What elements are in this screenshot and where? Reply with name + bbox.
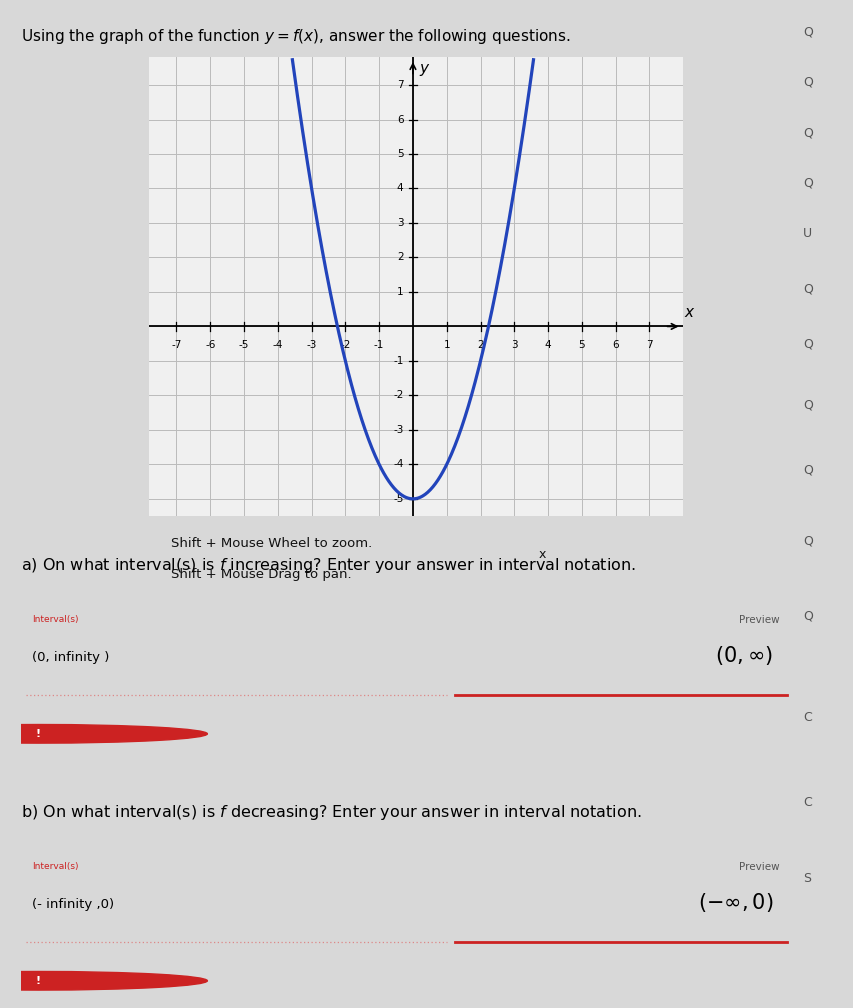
Text: Q: Q [802, 398, 812, 411]
Text: 2: 2 [397, 252, 403, 262]
Text: 6: 6 [397, 115, 403, 125]
Text: Preview: Preview [739, 615, 779, 625]
Text: 4: 4 [544, 340, 551, 350]
Text: 3: 3 [510, 340, 517, 350]
Text: U: U [802, 227, 811, 240]
Text: b) On what interval(s) is $f$ decreasing? Enter your answer in interval notation: b) On what interval(s) is $f$ decreasing… [21, 803, 641, 823]
Text: 5: 5 [397, 149, 403, 159]
Text: Q: Q [802, 464, 812, 477]
Text: Q: Q [802, 176, 812, 190]
Text: -1: -1 [374, 340, 384, 350]
Text: -7: -7 [171, 340, 182, 350]
Circle shape [0, 725, 207, 743]
Text: C: C [802, 796, 810, 809]
Text: -2: -2 [392, 390, 403, 400]
Text: Interval(s): Interval(s) [32, 615, 78, 624]
Text: 4: 4 [397, 183, 403, 194]
Text: -3: -3 [392, 425, 403, 434]
Text: Q: Q [802, 126, 812, 139]
Text: -2: -2 [339, 340, 351, 350]
Text: y: y [419, 60, 427, 76]
Text: -5: -5 [239, 340, 249, 350]
Text: (- infinity ,0): (- infinity ,0) [32, 898, 114, 911]
Text: -6: -6 [205, 340, 215, 350]
Text: 6: 6 [612, 340, 618, 350]
Text: C: C [802, 711, 810, 724]
Text: 5: 5 [577, 340, 584, 350]
Text: x: x [538, 548, 546, 560]
Text: Not quite.: Not quite. [60, 727, 128, 741]
Text: 7: 7 [397, 80, 403, 90]
Text: Using the graph of the function $y = f(x)$, answer the following questions.: Using the graph of the function $y = f(x… [21, 27, 570, 46]
Text: Not quite.: Not quite. [60, 974, 128, 988]
Text: Q: Q [802, 282, 812, 295]
Text: Q: Q [802, 338, 812, 351]
Text: -1: -1 [392, 356, 403, 366]
Text: Q: Q [802, 610, 812, 623]
Text: -3: -3 [306, 340, 316, 350]
Text: x: x [684, 304, 693, 320]
Text: Q: Q [802, 76, 812, 89]
Text: !: ! [36, 729, 41, 739]
Text: S: S [802, 872, 809, 885]
Text: (0, infinity ): (0, infinity ) [32, 651, 109, 664]
Text: Shift + Mouse Drag to pan.: Shift + Mouse Drag to pan. [171, 569, 351, 581]
Circle shape [0, 972, 207, 990]
Text: -5: -5 [392, 494, 403, 504]
Text: $(0, \infty)$: $(0, \infty)$ [714, 644, 772, 667]
Text: a) On what interval(s) is $f$ increasing? Enter your answer in interval notation: a) On what interval(s) is $f$ increasing… [21, 556, 635, 576]
Text: Q: Q [802, 534, 812, 547]
Text: $(-\infty, 0)$: $(-\infty, 0)$ [697, 891, 772, 914]
Text: -4: -4 [272, 340, 282, 350]
Text: -4: -4 [392, 460, 403, 470]
Text: 2: 2 [477, 340, 484, 350]
Text: 7: 7 [646, 340, 652, 350]
Text: 3: 3 [397, 218, 403, 228]
Text: Interval(s): Interval(s) [32, 862, 78, 871]
Text: 1: 1 [443, 340, 450, 350]
Text: 1: 1 [397, 287, 403, 297]
Text: Q: Q [802, 25, 812, 38]
Text: Shift + Mouse Wheel to zoom.: Shift + Mouse Wheel to zoom. [171, 537, 372, 550]
Text: Preview: Preview [739, 862, 779, 872]
Text: !: ! [36, 976, 41, 986]
